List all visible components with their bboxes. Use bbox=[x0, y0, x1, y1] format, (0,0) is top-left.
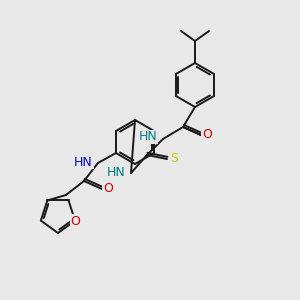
Text: O: O bbox=[202, 128, 212, 142]
Text: O: O bbox=[70, 215, 80, 228]
Text: O: O bbox=[103, 182, 113, 196]
Text: HN: HN bbox=[138, 130, 157, 143]
Text: HN: HN bbox=[74, 155, 93, 169]
Text: HN: HN bbox=[106, 167, 125, 179]
Text: S: S bbox=[170, 152, 178, 166]
